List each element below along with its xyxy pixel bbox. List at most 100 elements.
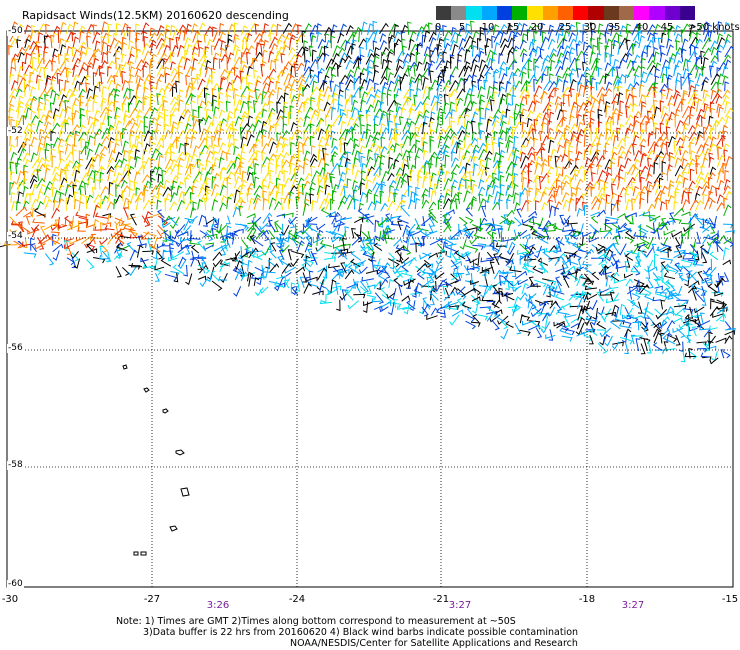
wind-barb	[430, 172, 437, 182]
wind-barb	[148, 119, 155, 133]
wind-barb	[533, 58, 539, 71]
wind-barb	[437, 38, 444, 51]
wind-barb	[218, 91, 223, 106]
wind-barb	[701, 157, 709, 168]
wind-barb	[184, 142, 190, 155]
wind-barb	[626, 123, 634, 134]
wind-barb	[445, 304, 458, 310]
wind-barb	[539, 130, 544, 142]
wind-barb	[449, 305, 460, 310]
wind-barb	[436, 51, 444, 64]
wind-barb	[723, 238, 732, 245]
wind-barb	[17, 77, 27, 90]
wind-barb	[548, 73, 554, 83]
wind-barb	[449, 198, 456, 210]
wind-barb	[673, 51, 681, 64]
wind-barb	[540, 300, 550, 314]
wind-barb	[78, 51, 87, 64]
wind-barb	[367, 230, 372, 245]
wind-barb	[428, 63, 433, 76]
wind-barb	[337, 94, 344, 106]
wind-barb	[589, 327, 598, 336]
wind-barb	[722, 89, 731, 99]
wind-barb	[134, 49, 142, 63]
wind-barb	[365, 59, 374, 72]
wind-barb	[93, 85, 99, 100]
wind-barb	[449, 65, 459, 79]
wind-barb	[389, 287, 397, 301]
wind-barb	[472, 224, 484, 232]
wind-barb	[521, 176, 528, 190]
wind-barb	[661, 152, 670, 163]
wind-barb	[528, 210, 538, 218]
wind-barb	[429, 293, 435, 306]
wind-barb	[500, 72, 508, 85]
wind-barb	[198, 214, 206, 226]
wind-barb	[163, 113, 169, 128]
wind-barb	[247, 259, 253, 272]
wind-barb	[532, 265, 544, 274]
wind-barb	[703, 21, 710, 36]
wind-barb	[29, 129, 36, 140]
wind-barb	[52, 137, 61, 149]
wind-barb	[101, 85, 108, 98]
wind-barb	[15, 162, 20, 174]
wind-barb	[337, 248, 348, 260]
wind-barb	[372, 173, 380, 184]
wind-barb	[169, 158, 178, 168]
wind-barb	[11, 79, 19, 91]
wind-barb	[540, 162, 548, 175]
wind-barb	[135, 59, 145, 70]
wind-barb	[339, 142, 346, 153]
wind-barb	[339, 183, 349, 196]
wind-barb	[521, 264, 535, 274]
wind-barb	[700, 165, 705, 176]
wind-barb	[325, 211, 337, 218]
wind-barb	[253, 277, 260, 286]
wind-barb	[387, 120, 393, 134]
wind-barb	[656, 246, 669, 254]
wind-barb	[362, 237, 374, 242]
wind-barb	[435, 58, 446, 70]
wind-barb	[543, 79, 553, 91]
wind-barb	[599, 291, 613, 296]
wind-barb	[547, 120, 553, 133]
wind-barb	[678, 300, 689, 308]
wind-barb	[339, 52, 348, 63]
wind-barb	[452, 265, 459, 277]
wind-barb	[344, 269, 355, 280]
wind-barb	[280, 271, 292, 280]
wind-barb	[227, 126, 235, 140]
wind-barb	[149, 39, 157, 49]
wind-barb	[142, 160, 147, 175]
wind-barb	[450, 260, 463, 268]
wind-barb	[379, 278, 389, 289]
wind-barb	[129, 134, 134, 148]
wind-barb	[703, 196, 713, 210]
wind-barb	[85, 157, 95, 170]
wind-barb	[388, 23, 398, 36]
wind-barb	[492, 24, 500, 36]
wind-barb	[598, 113, 603, 127]
wind-barb	[102, 222, 112, 227]
wind-barb	[203, 216, 208, 227]
wind-barb	[535, 112, 543, 121]
wind-barb	[724, 115, 732, 128]
wind-barb	[457, 177, 466, 191]
wind-barb	[512, 84, 518, 97]
wind-barb	[260, 229, 270, 238]
wind-barb	[374, 200, 381, 211]
wind-barb	[107, 92, 114, 106]
wind-barb	[631, 166, 639, 176]
wind-barb	[673, 24, 681, 36]
wind-barb	[702, 56, 709, 71]
wind-barb	[481, 266, 494, 272]
wind-barb	[687, 187, 694, 198]
wind-barb	[66, 194, 74, 205]
wind-barb	[500, 93, 507, 105]
wind-barb	[596, 86, 606, 98]
wind-barb	[463, 74, 473, 86]
wind-barb	[701, 356, 712, 361]
wind-barb	[143, 36, 149, 49]
wind-barb	[114, 106, 121, 120]
